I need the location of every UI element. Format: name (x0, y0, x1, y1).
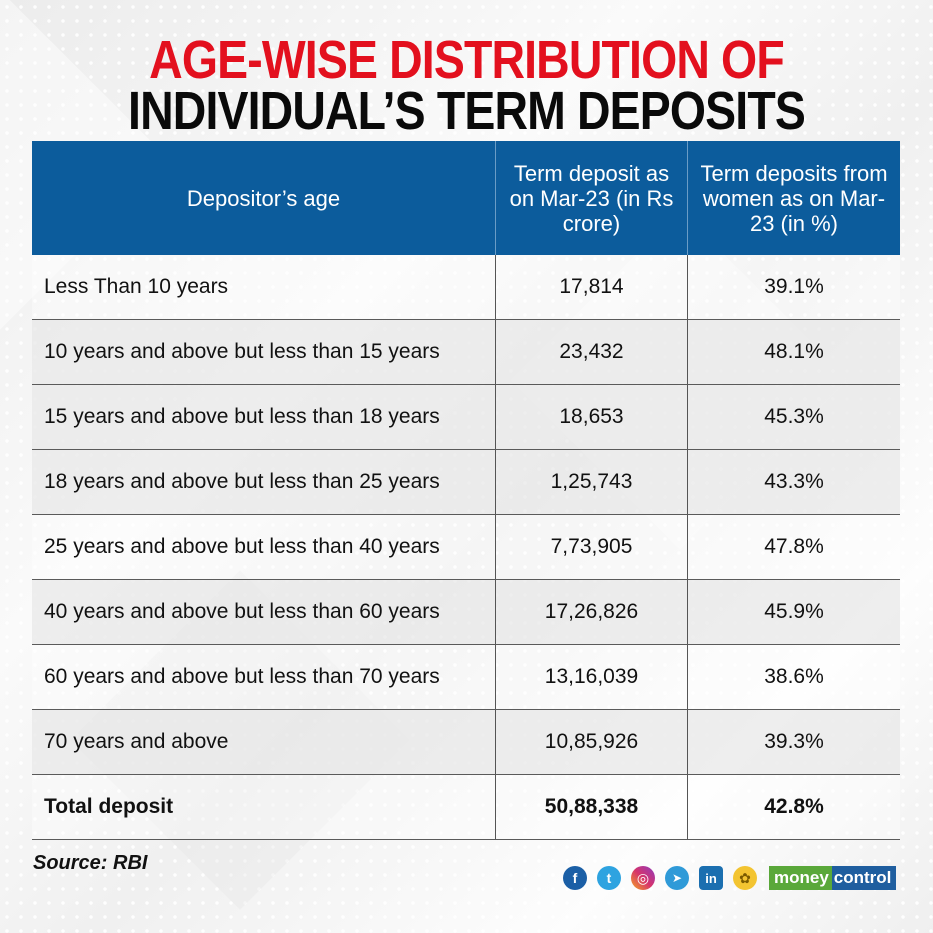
cell-total-deposit: 50,88,338 (495, 775, 687, 839)
source-note: Source: RBI (33, 852, 148, 874)
cell-deposit: 13,16,039 (495, 645, 687, 709)
title-line-2: INDIVIDUAL’S TERM DEPOSITS (128, 81, 806, 141)
table-row: 10 years and above but less than 15 year… (32, 320, 900, 385)
logo-part-money: money (769, 866, 832, 890)
table-row: 40 years and above but less than 60 year… (32, 580, 900, 645)
cell-age: 25 years and above but less than 40 year… (44, 535, 440, 558)
table-row: Less Than 10 years 17,814 39.1% (32, 255, 900, 320)
header-depositor-age: Depositor’s age (186, 185, 341, 211)
cell-age: 18 years and above but less than 25 year… (44, 470, 440, 493)
cell-women-percent: 38.6% (687, 645, 900, 709)
cell-deposit: 17,814 (495, 255, 687, 319)
cell-age: Less Than 10 years (44, 275, 229, 298)
instagram-icon[interactable]: ◎ (631, 866, 655, 890)
koo-icon[interactable]: ✿ (733, 866, 757, 890)
cell-women-percent: 39.3% (687, 710, 900, 774)
table-row-total: Total deposit 50,88,338 42.8% (32, 775, 900, 840)
twitter-icon[interactable]: t (597, 866, 621, 890)
table-row: 70 years and above 10,85,926 39.3% (32, 710, 900, 775)
table-row: 60 years and above but less than 70 year… (32, 645, 900, 710)
facebook-icon[interactable]: f (563, 866, 587, 890)
cell-age: 60 years and above but less than 70 year… (44, 665, 440, 688)
table-row: 15 years and above but less than 18 year… (32, 385, 900, 450)
table-header: Depositor’s age Term deposit as on Mar-2… (32, 141, 900, 255)
cell-women-percent: 39.1% (687, 255, 900, 319)
header-women-percent: Term deposits from women as on Mar-23 (i… (687, 141, 900, 255)
social-bar: f t ◎ ➤ in ✿ money control (563, 866, 897, 890)
table-row: 18 years and above but less than 25 year… (32, 450, 900, 515)
cell-women-percent: 45.9% (687, 580, 900, 644)
cell-deposit: 1,25,743 (495, 450, 687, 514)
logo-part-control: control (831, 866, 897, 890)
cell-deposit: 7,73,905 (495, 515, 687, 579)
cell-age: 70 years and above (44, 730, 229, 753)
cell-women-percent: 48.1% (687, 320, 900, 384)
cell-age: 15 years and above but less than 18 year… (44, 405, 440, 428)
title-line-1: AGE-WISE DISTRIBUTION OF (149, 30, 785, 90)
cell-total-women-percent: 42.8% (687, 775, 900, 839)
cell-deposit: 23,432 (495, 320, 687, 384)
cell-women-percent: 47.8% (687, 515, 900, 579)
moneycontrol-logo[interactable]: money control (769, 866, 897, 890)
telegram-icon[interactable]: ➤ (665, 866, 689, 890)
header-term-deposit: Term deposit as on Mar-23 (in Rs crore) (495, 141, 687, 255)
cell-total-label: Total deposit (44, 795, 174, 818)
cell-age: 10 years and above but less than 15 year… (44, 340, 440, 363)
deposits-table: Depositor’s age Term deposit as on Mar-2… (32, 141, 900, 840)
cell-women-percent: 45.3% (687, 385, 900, 449)
table-row: 25 years and above but less than 40 year… (32, 515, 900, 580)
cell-age: 40 years and above but less than 60 year… (44, 600, 440, 623)
cell-deposit: 17,26,826 (495, 580, 687, 644)
linkedin-icon[interactable]: in (699, 866, 723, 890)
cell-women-percent: 43.3% (687, 450, 900, 514)
cell-deposit: 10,85,926 (495, 710, 687, 774)
cell-deposit: 18,653 (495, 385, 687, 449)
